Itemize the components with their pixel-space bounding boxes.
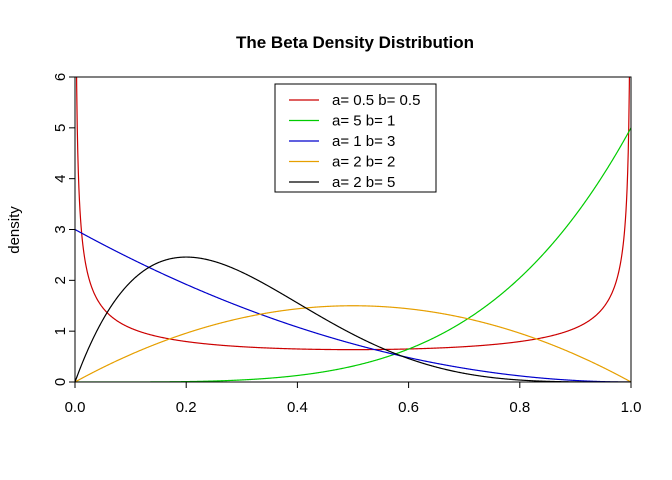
legend-box [274, 83, 437, 193]
y-tick-label: 6 [52, 73, 69, 81]
legend-entry: a= 2 b= 2 [332, 154, 395, 171]
legend-entry: a= 2 b= 5 [332, 174, 395, 191]
x-tick-label: 0.0 [65, 399, 86, 416]
legend-entry: a= 0.5 b= 0.5 [332, 92, 420, 109]
y-axis: 0 1 2 3 4 5 6 [52, 73, 75, 386]
legend-entry: a= 1 b= 3 [332, 133, 395, 150]
series-line-5 [75, 256, 631, 382]
x-tick-label: 1.0 [621, 399, 642, 416]
x-axis: 0.0 0.2 0.4 0.6 0.8 1.0 [65, 382, 642, 416]
legend: a= 0.5 b= 0.5 a= 5 b= 1 a= 1 b= 3 a= 2 b= 2… [274, 83, 437, 193]
x-tick-label: 0.8 [509, 399, 530, 416]
y-tick-label: 0 [52, 378, 69, 386]
series-line-4 [75, 305, 631, 382]
y-tick-label: 2 [52, 276, 69, 284]
x-tick-label: 0.6 [398, 399, 419, 416]
series-line-1 [75, 77, 631, 351]
series-line-3 [75, 228, 631, 382]
y-tick-label: 3 [52, 225, 69, 233]
chart-title: The Beta Density Distribution [236, 33, 474, 52]
y-tick-label: 1 [52, 327, 69, 335]
legend-entry: a= 5 b= 1 [332, 113, 395, 130]
x-tick-label: 0.2 [176, 399, 197, 416]
y-axis-label: density [6, 206, 23, 254]
y-tick-label: 4 [52, 174, 69, 182]
y-tick-label: 5 [52, 124, 69, 132]
x-tick-label: 0.4 [287, 399, 308, 416]
